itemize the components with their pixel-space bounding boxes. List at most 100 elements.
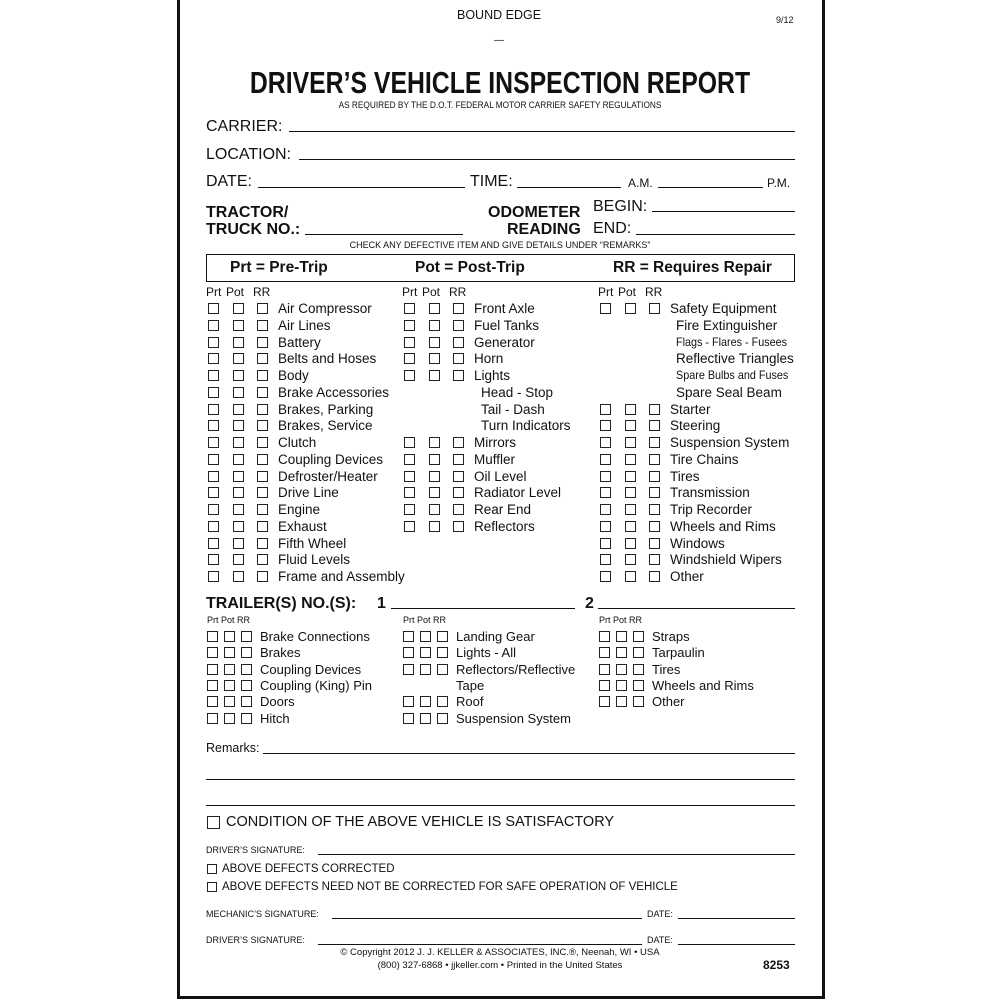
requires-repair-checkbox[interactable] (649, 453, 660, 465)
post-trip-checkbox[interactable] (233, 370, 244, 381)
pre-trip-checkbox[interactable] (208, 303, 219, 314)
post-trip-checkbox[interactable] (233, 336, 244, 348)
pre-trip-checkbox[interactable] (208, 504, 219, 515)
pre-trip-checkbox[interactable] (600, 537, 611, 549)
pre-trip-checkbox[interactable] (207, 696, 218, 708)
time-pm-field[interactable] (658, 187, 763, 188)
post-trip-checkbox[interactable] (429, 319, 440, 331)
requires-repair-checkbox[interactable] (453, 453, 464, 465)
requires-repair-checkbox[interactable] (241, 712, 252, 724)
requires-repair-checkbox[interactable] (241, 679, 252, 691)
post-trip-checkbox[interactable] (625, 437, 636, 448)
requires-repair-checkbox[interactable] (453, 336, 464, 348)
pre-trip-checkbox[interactable] (208, 437, 219, 448)
pre-trip-checkbox[interactable] (599, 696, 610, 708)
requires-repair-checkbox[interactable] (633, 679, 644, 691)
remarks-line[interactable] (206, 779, 795, 780)
mechanic-signature-field[interactable] (332, 918, 642, 919)
requires-repair-checkbox[interactable] (257, 537, 268, 549)
post-trip-checkbox[interactable] (625, 420, 636, 432)
post-trip-checkbox[interactable] (233, 437, 244, 448)
requires-repair-checkbox[interactable] (453, 470, 464, 482)
post-trip-checkbox[interactable] (429, 504, 440, 515)
post-trip-checkbox[interactable] (625, 554, 636, 566)
requires-repair-checkbox[interactable] (257, 520, 268, 532)
requires-repair-checkbox[interactable] (257, 319, 268, 331)
pre-trip-checkbox[interactable] (207, 647, 218, 659)
requires-repair-checkbox[interactable] (437, 631, 448, 642)
pre-trip-checkbox[interactable] (600, 504, 611, 515)
post-trip-checkbox[interactable] (616, 663, 627, 675)
pre-trip-checkbox[interactable] (208, 537, 219, 549)
odometer-end-field[interactable] (636, 234, 795, 235)
requires-repair-checkbox[interactable] (453, 504, 464, 515)
post-trip-checkbox[interactable] (233, 420, 244, 432)
post-trip-checkbox[interactable] (625, 520, 636, 532)
requires-repair-checkbox[interactable] (649, 554, 660, 566)
pre-trip-checkbox[interactable] (600, 520, 611, 532)
defects-corrected-checkbox[interactable] (207, 864, 217, 874)
post-trip-checkbox[interactable] (625, 470, 636, 482)
post-trip-checkbox[interactable] (224, 679, 235, 691)
pre-trip-checkbox[interactable] (404, 487, 415, 499)
requires-repair-checkbox[interactable] (649, 504, 660, 515)
requires-repair-checkbox[interactable] (649, 403, 660, 415)
post-trip-checkbox[interactable] (224, 663, 235, 675)
pre-trip-checkbox[interactable] (404, 504, 415, 515)
post-trip-checkbox[interactable] (420, 712, 431, 724)
requires-repair-checkbox[interactable] (241, 696, 252, 708)
pre-trip-checkbox[interactable] (403, 712, 414, 724)
requires-repair-checkbox[interactable] (241, 647, 252, 659)
pre-trip-checkbox[interactable] (599, 679, 610, 691)
requires-repair-checkbox[interactable] (257, 554, 268, 566)
post-trip-checkbox[interactable] (625, 487, 636, 499)
date-field[interactable] (258, 187, 465, 188)
pre-trip-checkbox[interactable] (599, 663, 610, 675)
post-trip-checkbox[interactable] (625, 571, 636, 582)
requires-repair-checkbox[interactable] (649, 303, 660, 314)
requires-repair-checkbox[interactable] (649, 537, 660, 549)
requires-repair-checkbox[interactable] (633, 647, 644, 659)
location-field[interactable] (299, 159, 795, 160)
post-trip-checkbox[interactable] (429, 520, 440, 532)
requires-repair-checkbox[interactable] (649, 520, 660, 532)
pre-trip-checkbox[interactable] (208, 470, 219, 482)
post-trip-checkbox[interactable] (224, 647, 235, 659)
pre-trip-checkbox[interactable] (600, 571, 611, 582)
time-am-field[interactable] (517, 187, 621, 188)
post-trip-checkbox[interactable] (233, 520, 244, 532)
post-trip-checkbox[interactable] (420, 647, 431, 659)
drivers-signature-field[interactable] (318, 854, 795, 855)
requires-repair-checkbox[interactable] (633, 663, 644, 675)
pre-trip-checkbox[interactable] (208, 319, 219, 331)
requires-repair-checkbox[interactable] (453, 437, 464, 448)
post-trip-checkbox[interactable] (616, 696, 627, 708)
pre-trip-checkbox[interactable] (404, 437, 415, 448)
pre-trip-checkbox[interactable] (403, 647, 414, 659)
pre-trip-checkbox[interactable] (600, 470, 611, 482)
pre-trip-checkbox[interactable] (207, 679, 218, 691)
requires-repair-checkbox[interactable] (453, 319, 464, 331)
post-trip-checkbox[interactable] (233, 353, 244, 365)
pre-trip-checkbox[interactable] (600, 437, 611, 448)
requires-repair-checkbox[interactable] (257, 487, 268, 499)
pre-trip-checkbox[interactable] (404, 470, 415, 482)
pre-trip-checkbox[interactable] (208, 420, 219, 432)
post-trip-checkbox[interactable] (420, 631, 431, 642)
post-trip-checkbox[interactable] (233, 554, 244, 566)
pre-trip-checkbox[interactable] (207, 631, 218, 642)
pre-trip-checkbox[interactable] (208, 386, 219, 398)
post-trip-checkbox[interactable] (233, 403, 244, 415)
post-trip-checkbox[interactable] (625, 537, 636, 549)
requires-repair-checkbox[interactable] (257, 403, 268, 415)
post-trip-checkbox[interactable] (429, 370, 440, 381)
pre-trip-checkbox[interactable] (208, 554, 219, 566)
requires-repair-checkbox[interactable] (633, 696, 644, 708)
requires-repair-checkbox[interactable] (257, 336, 268, 348)
post-trip-checkbox[interactable] (616, 647, 627, 659)
requires-repair-checkbox[interactable] (649, 420, 660, 432)
post-trip-checkbox[interactable] (625, 303, 636, 314)
pre-trip-checkbox[interactable] (404, 370, 415, 381)
post-trip-checkbox[interactable] (233, 537, 244, 549)
pre-trip-checkbox[interactable] (404, 303, 415, 314)
